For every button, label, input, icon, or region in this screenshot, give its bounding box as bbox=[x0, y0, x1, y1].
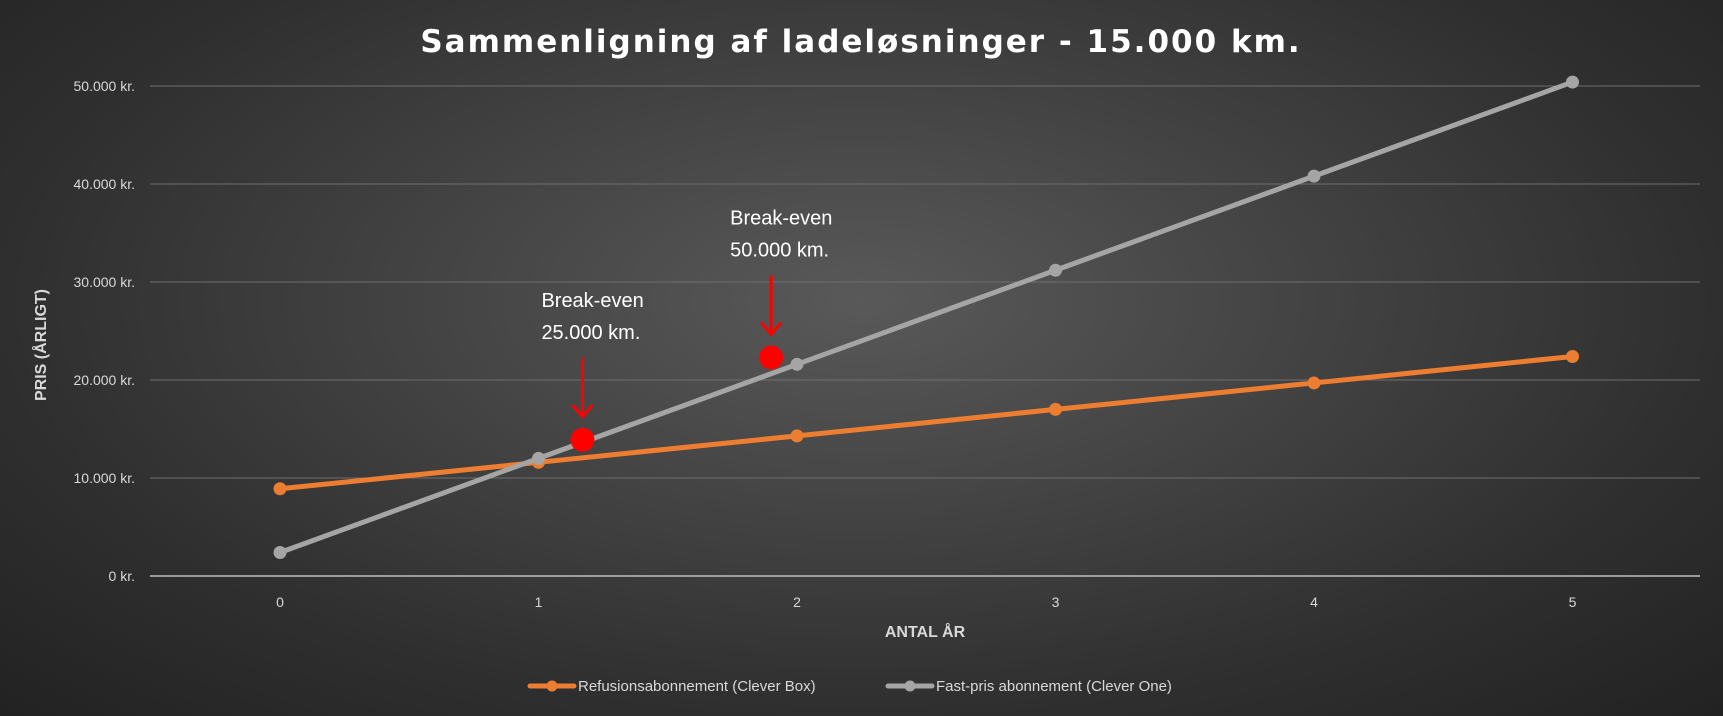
series-group bbox=[273, 75, 1579, 559]
annotation-label: Break-even bbox=[730, 207, 832, 229]
annotation-label: 25.000 km. bbox=[541, 322, 640, 344]
data-point bbox=[273, 482, 287, 496]
series-line-1 bbox=[277, 79, 1575, 555]
break-even-marker bbox=[759, 345, 784, 370]
x-tick-label: 4 bbox=[1310, 594, 1318, 610]
legend-marker bbox=[904, 680, 916, 692]
arrow-head bbox=[571, 403, 594, 420]
arrow-head bbox=[759, 321, 783, 337]
y-tick-label: 40.000 kr. bbox=[74, 176, 136, 192]
y-tick-label: 0 kr. bbox=[109, 568, 135, 584]
legend-label: Refusionsabonnement (Clever Box) bbox=[578, 678, 816, 695]
legend-label: Fast-pris abonnement (Clever One) bbox=[936, 678, 1172, 695]
legend: Refusionsabonnement (Clever Box) Fast-pri… bbox=[527, 678, 1172, 695]
break-even-marker bbox=[570, 427, 595, 452]
data-point bbox=[790, 357, 804, 371]
x-tick-label: 5 bbox=[1569, 594, 1577, 610]
annotations: Break-even 25.000 km. Break-even 50.000 km. bbox=[541, 207, 832, 452]
data-point bbox=[1307, 376, 1321, 390]
data-point bbox=[790, 429, 804, 443]
data-point bbox=[1049, 402, 1062, 416]
y-tick-label: 50.000 kr. bbox=[74, 78, 136, 94]
y-tick-label: 20.000 kr. bbox=[74, 372, 136, 388]
annotation-label: Break-even bbox=[541, 290, 643, 312]
axes: 0 kr. 10.000 kr. 20.000 kr. 30.000 kr. 40.00… bbox=[74, 78, 1700, 610]
legend-marker bbox=[546, 680, 558, 692]
x-axis-title: ANTAL ÅR bbox=[885, 622, 966, 641]
x-tick-label: 1 bbox=[535, 594, 543, 610]
y-axis-title: PRIS (ÅRLIGT) bbox=[31, 289, 50, 401]
data-point bbox=[1566, 75, 1579, 89]
data-point bbox=[1307, 169, 1321, 183]
data-point bbox=[1566, 349, 1579, 363]
data-point bbox=[1049, 263, 1062, 277]
series-line-0 bbox=[277, 353, 1575, 492]
chart-title: Sammenligning af ladeløsninger - 15.000 … bbox=[420, 24, 1301, 60]
data-point bbox=[532, 451, 545, 465]
x-tick-label: 3 bbox=[1052, 594, 1060, 610]
annotation-label: 50.000 km. bbox=[730, 239, 829, 261]
data-point bbox=[273, 545, 287, 559]
x-tick-label: 2 bbox=[793, 594, 801, 610]
y-tick-label: 10.000 kr. bbox=[74, 470, 136, 486]
y-tick-label: 30.000 kr. bbox=[74, 274, 136, 290]
x-tick-label: 0 bbox=[276, 594, 284, 610]
gridlines bbox=[150, 85, 1700, 479]
